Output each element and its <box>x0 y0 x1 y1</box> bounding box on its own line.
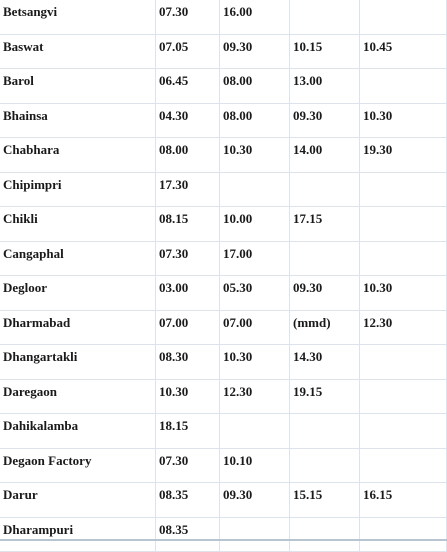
place-name-cell: Darur <box>0 482 156 518</box>
departure-time-cell <box>359 172 447 207</box>
departure-time-cell: 16.00 <box>219 0 290 35</box>
departure-time-cell <box>289 413 360 449</box>
table-row: Chabhara 08.00 10.30 14.00 19.30 <box>0 137 447 173</box>
departure-time-cell <box>359 379 447 414</box>
departure-time-cell: 08.30 <box>155 344 220 380</box>
place-name-cell: Degaon Factory <box>0 448 156 483</box>
table-row: Chikli 08.15 10.00 17.15 <box>0 206 447 242</box>
departure-time-cell <box>359 241 447 276</box>
departure-time-cell <box>359 517 447 552</box>
table-row: Chipimpri 17.30 <box>0 172 447 207</box>
departure-time-cell <box>359 344 447 380</box>
departure-time-cell: 07.30 <box>155 241 220 276</box>
departure-time-cell: 08.35 <box>155 482 220 518</box>
place-name-cell: Betsangvi <box>0 0 156 35</box>
departure-time-cell <box>359 413 447 449</box>
departure-time-cell: 08.00 <box>155 137 220 173</box>
table-row: Barol 06.45 08.00 13.00 <box>0 68 447 104</box>
departure-time-cell <box>289 448 360 483</box>
departure-time-cell: 10.45 <box>359 34 447 69</box>
departure-time-cell: 19.15 <box>289 379 360 414</box>
place-name-cell: Baswat <box>0 34 156 69</box>
departure-time-cell <box>289 241 360 276</box>
departure-time-cell <box>359 206 447 242</box>
departure-time-cell: 17.00 <box>219 241 290 276</box>
departure-time-cell: (mmd) <box>289 310 360 345</box>
departure-time-cell: 09.30 <box>219 34 290 69</box>
departure-time-cell: 10.30 <box>219 344 290 380</box>
table-row: Degloor 03.00 05.30 09.30 10.30 <box>0 275 447 311</box>
table-row: Bhainsa 04.30 08.00 09.30 10.30 <box>0 103 447 138</box>
table-row: Dahikalamba 18.15 <box>0 413 447 449</box>
departure-time-cell <box>219 172 290 207</box>
departure-time-cell <box>289 517 360 552</box>
place-name-cell: Dharampuri <box>0 517 156 552</box>
place-name-cell: Bhainsa <box>0 103 156 138</box>
departure-time-cell: 12.30 <box>359 310 447 345</box>
departure-time-cell: 07.00 <box>219 310 290 345</box>
departure-time-cell: 15.15 <box>289 482 360 518</box>
departure-time-cell: 19.30 <box>359 137 447 173</box>
departure-time-cell: 10.30 <box>219 137 290 173</box>
departure-time-cell: 07.05 <box>155 34 220 69</box>
departure-time-cell: 14.30 <box>289 344 360 380</box>
table-row: Daregaon 10.30 12.30 19.15 <box>0 379 447 414</box>
departure-time-cell: 08.00 <box>219 68 290 104</box>
table-row: Dharmabad 07.00 07.00 (mmd) 12.30 <box>0 310 447 345</box>
departure-time-cell: 10.00 <box>219 206 290 242</box>
table-row: Dharampuri 08.35 <box>0 517 447 552</box>
departure-time-cell: 08.00 <box>219 103 290 138</box>
place-name-cell: Degloor <box>0 275 156 311</box>
departure-time-cell: 17.30 <box>155 172 220 207</box>
departure-time-cell <box>219 413 290 449</box>
table-row: Cangaphal 07.30 17.00 <box>0 241 447 276</box>
place-name-cell: Dharmabad <box>0 310 156 345</box>
departure-time-cell <box>359 0 447 35</box>
table-row: Betsangvi 07.30 16.00 <box>0 0 447 35</box>
table-row: Darur 08.35 09.30 15.15 16.15 <box>0 482 447 518</box>
place-name-cell: Daregaon <box>0 379 156 414</box>
place-name-cell: Cangaphal <box>0 241 156 276</box>
departure-time-cell: 06.45 <box>155 68 220 104</box>
departure-time-cell <box>289 0 360 35</box>
bottom-divider <box>0 539 447 541</box>
departure-time-cell: 10.30 <box>359 103 447 138</box>
departure-time-cell: 10.30 <box>359 275 447 311</box>
departure-time-cell: 10.30 <box>155 379 220 414</box>
departure-time-cell <box>289 172 360 207</box>
departure-time-cell: 13.00 <box>289 68 360 104</box>
departure-time-cell: 10.15 <box>289 34 360 69</box>
departure-time-cell: 08.35 <box>155 517 220 552</box>
departure-time-cell: 09.30 <box>289 275 360 311</box>
place-name-cell: Dhangartakli <box>0 344 156 380</box>
departure-time-cell: 08.15 <box>155 206 220 242</box>
departure-time-cell: 03.00 <box>155 275 220 311</box>
departure-time-cell: 04.30 <box>155 103 220 138</box>
departure-time-cell: 17.15 <box>289 206 360 242</box>
departure-time-cell: 10.10 <box>219 448 290 483</box>
departure-time-cell: 09.30 <box>289 103 360 138</box>
place-name-cell: Chikli <box>0 206 156 242</box>
place-name-cell: Dahikalamba <box>0 413 156 449</box>
table-row: Degaon Factory 07.30 10.10 <box>0 448 447 483</box>
departure-time-cell: 14.00 <box>289 137 360 173</box>
place-name-cell: Chabhara <box>0 137 156 173</box>
departure-time-cell <box>219 517 290 552</box>
departure-time-cell: 16.15 <box>359 482 447 518</box>
departure-time-cell: 09.30 <box>219 482 290 518</box>
departure-time-cell <box>359 448 447 483</box>
place-name-cell: Chipimpri <box>0 172 156 207</box>
departure-time-cell: 07.30 <box>155 0 220 35</box>
place-name-cell: Barol <box>0 68 156 104</box>
table-row: Dhangartakli 08.30 10.30 14.30 <box>0 344 447 380</box>
departure-time-cell <box>359 68 447 104</box>
departure-time-cell: 18.15 <box>155 413 220 449</box>
departure-time-cell: 12.30 <box>219 379 290 414</box>
departure-time-cell: 07.30 <box>155 448 220 483</box>
departure-time-cell: 05.30 <box>219 275 290 311</box>
table-row: Baswat 07.05 09.30 10.15 10.45 <box>0 34 447 69</box>
departure-time-cell: 07.00 <box>155 310 220 345</box>
